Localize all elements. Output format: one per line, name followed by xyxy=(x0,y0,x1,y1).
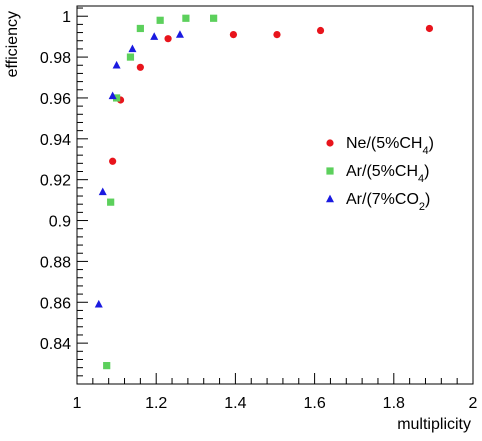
data-point-square xyxy=(113,94,121,102)
data-point-square xyxy=(103,362,111,370)
legend-entry: Ar/(5%CH4) xyxy=(346,163,429,185)
data-point-triangle xyxy=(150,32,159,40)
y-tick-label: 0.88 xyxy=(40,254,71,271)
legend-marker xyxy=(326,194,334,203)
y-tick-label: 0.98 xyxy=(40,50,71,67)
data-point-triangle xyxy=(94,299,103,308)
markers xyxy=(94,14,434,370)
data-point-square xyxy=(210,14,218,22)
y-tick-label: 0.9 xyxy=(49,214,71,231)
x-tick-label: 1.2 xyxy=(145,395,167,412)
x-tick-label: 1.4 xyxy=(224,395,246,412)
x-axis-label: multiplicity xyxy=(397,416,471,433)
data-point-circle xyxy=(273,31,281,39)
legend-marker xyxy=(326,167,334,175)
data-point-circle xyxy=(229,31,238,39)
x-tick-label: 1.8 xyxy=(383,395,405,412)
data-point-triangle xyxy=(108,91,117,100)
data-point-square xyxy=(156,16,164,24)
x-tick-label: 1 xyxy=(73,395,82,412)
data-point-square xyxy=(182,14,190,22)
legend: Ne/(5%CH4) Ar/(5%CH4) Ar/(7%CO2) xyxy=(326,135,434,213)
data-point-circle xyxy=(136,63,144,71)
x-tick-label: 2 xyxy=(469,395,478,412)
data-point-circle xyxy=(109,157,117,165)
data-point-triangle xyxy=(128,44,137,53)
data-point-triangle xyxy=(98,187,107,196)
data-point-triangle xyxy=(112,60,121,69)
legend-entry: Ar/(7%CO2) xyxy=(346,191,430,213)
y-tick-label: 0.96 xyxy=(40,91,71,108)
y-tick-label: 0.86 xyxy=(40,295,71,312)
data-point-circle xyxy=(316,26,325,35)
y-tick-label: 0.92 xyxy=(40,173,71,190)
legend-marker xyxy=(326,139,334,147)
y-tick-label: 0.84 xyxy=(40,336,71,353)
y-axis-label: efficiency xyxy=(4,11,21,77)
data-point-square xyxy=(107,198,115,206)
legend-entry: Ne/(5%CH4) xyxy=(346,135,434,157)
y-tick-label: 0.94 xyxy=(40,132,71,149)
plot-border xyxy=(76,5,474,385)
x-tick-label: 1.6 xyxy=(303,395,325,412)
axes: 1 1.2 1.4 1.6 1.8 2 0.84 0.86 0.88 0.9 0.92 0.94 0.9… xyxy=(40,7,478,412)
y-tick-label: 1 xyxy=(62,9,71,26)
data-point-circle xyxy=(425,24,434,33)
plot-frame xyxy=(76,5,474,385)
data-point-circle xyxy=(164,35,172,43)
data-point-triangle xyxy=(175,30,184,38)
data-point-square xyxy=(136,24,144,33)
data-point-square xyxy=(126,53,135,61)
